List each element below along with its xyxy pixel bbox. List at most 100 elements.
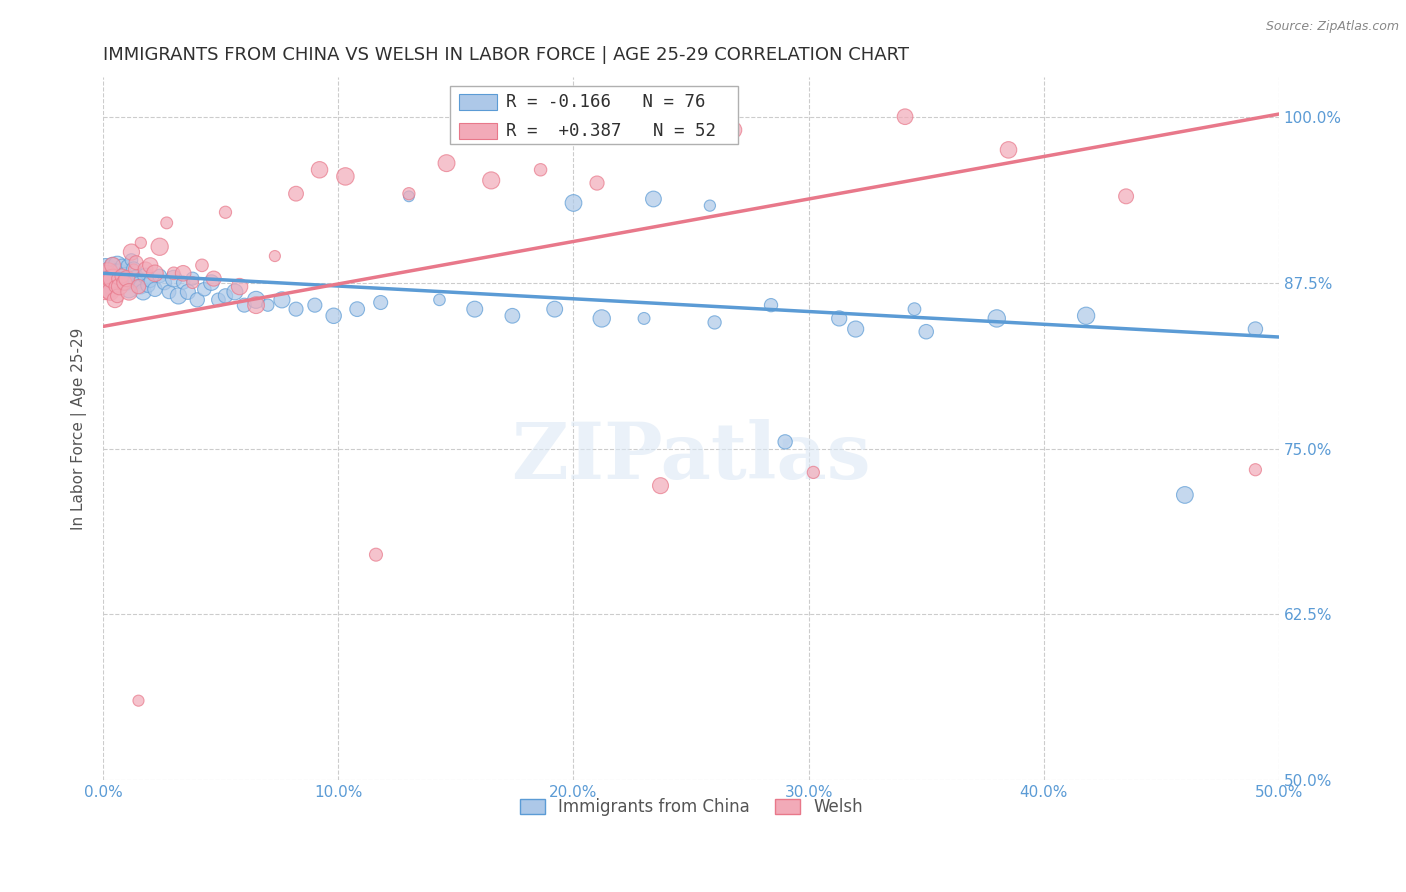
Text: R =  +0.387   N = 52: R = +0.387 N = 52 bbox=[506, 122, 717, 140]
Point bbox=[1115, 189, 1137, 203]
Point bbox=[464, 302, 486, 317]
Point bbox=[105, 271, 128, 285]
Point bbox=[98, 260, 121, 275]
Point bbox=[94, 258, 117, 272]
Point bbox=[723, 123, 745, 137]
Point bbox=[643, 192, 665, 206]
Point bbox=[200, 276, 222, 290]
Point bbox=[135, 262, 157, 277]
Point bbox=[167, 289, 190, 303]
Point bbox=[129, 279, 152, 293]
Point bbox=[105, 289, 128, 303]
Point bbox=[245, 293, 267, 307]
Point bbox=[111, 258, 134, 272]
Point bbox=[224, 285, 246, 299]
Point bbox=[139, 274, 162, 288]
Legend: Immigrants from China, Welsh: Immigrants from China, Welsh bbox=[512, 790, 870, 825]
Point bbox=[699, 199, 721, 213]
Point bbox=[1174, 488, 1197, 502]
Point bbox=[143, 282, 166, 296]
Point bbox=[118, 285, 141, 299]
Point bbox=[115, 271, 138, 285]
Point bbox=[163, 266, 186, 280]
Point bbox=[125, 271, 148, 285]
Point bbox=[153, 276, 176, 290]
Point bbox=[115, 276, 138, 290]
Point bbox=[105, 258, 128, 272]
Point bbox=[997, 143, 1019, 157]
Point bbox=[501, 309, 523, 323]
Point bbox=[322, 309, 344, 323]
Point bbox=[233, 298, 256, 312]
Point bbox=[111, 271, 134, 285]
Text: IMMIGRANTS FROM CHINA VS WELSH IN LABOR FORCE | AGE 25-29 CORRELATION CHART: IMMIGRANTS FROM CHINA VS WELSH IN LABOR … bbox=[103, 46, 910, 64]
Point bbox=[125, 256, 148, 270]
Point bbox=[271, 293, 294, 307]
Point bbox=[157, 285, 180, 299]
FancyBboxPatch shape bbox=[460, 95, 498, 111]
Point bbox=[591, 311, 613, 326]
Point bbox=[845, 322, 868, 336]
Point bbox=[828, 311, 851, 326]
Point bbox=[97, 266, 120, 280]
Point bbox=[122, 262, 145, 277]
Point bbox=[335, 169, 357, 184]
Point bbox=[308, 162, 330, 177]
Point bbox=[98, 282, 121, 296]
Point bbox=[98, 271, 121, 285]
Point bbox=[112, 276, 135, 290]
Point bbox=[285, 302, 308, 317]
Point bbox=[207, 293, 229, 307]
Point bbox=[97, 274, 120, 288]
Point bbox=[101, 258, 124, 272]
Point bbox=[346, 302, 368, 317]
Point bbox=[398, 186, 420, 201]
Point bbox=[285, 186, 308, 201]
Point bbox=[633, 311, 655, 326]
Point bbox=[903, 302, 925, 317]
Point bbox=[650, 478, 672, 492]
Point bbox=[97, 282, 120, 296]
Point bbox=[115, 258, 138, 272]
Text: ZIPatlas: ZIPatlas bbox=[512, 418, 870, 495]
Text: R = -0.166   N = 76: R = -0.166 N = 76 bbox=[506, 93, 706, 112]
Point bbox=[101, 258, 124, 272]
Point bbox=[1074, 309, 1097, 323]
Point bbox=[98, 285, 121, 299]
Point bbox=[149, 240, 172, 254]
Point bbox=[101, 279, 124, 293]
Point bbox=[108, 279, 131, 293]
Point bbox=[127, 276, 149, 290]
Point bbox=[256, 298, 278, 312]
Point bbox=[112, 268, 135, 283]
Point bbox=[163, 271, 186, 285]
Point bbox=[111, 268, 134, 283]
Point bbox=[108, 276, 131, 290]
Point bbox=[586, 176, 609, 190]
Point bbox=[214, 205, 236, 219]
Point bbox=[429, 293, 451, 307]
Point bbox=[136, 278, 159, 293]
Point bbox=[773, 434, 796, 449]
Point bbox=[108, 266, 131, 280]
Point bbox=[97, 265, 120, 279]
Y-axis label: In Labor Force | Age 25-29: In Labor Force | Age 25-29 bbox=[72, 327, 87, 530]
Point bbox=[104, 274, 127, 288]
Point bbox=[143, 266, 166, 280]
Point bbox=[801, 466, 824, 480]
Point bbox=[132, 285, 155, 299]
Point bbox=[986, 311, 1008, 326]
Point bbox=[172, 276, 194, 290]
FancyBboxPatch shape bbox=[450, 86, 738, 144]
Point bbox=[562, 196, 585, 211]
Point bbox=[105, 266, 128, 280]
Point bbox=[370, 295, 392, 310]
Point bbox=[1244, 463, 1267, 477]
Point bbox=[120, 253, 142, 268]
Point bbox=[529, 162, 551, 177]
Point bbox=[101, 271, 124, 285]
Point bbox=[398, 189, 420, 203]
Point bbox=[228, 279, 250, 293]
Point bbox=[98, 271, 121, 285]
Point bbox=[915, 325, 938, 339]
